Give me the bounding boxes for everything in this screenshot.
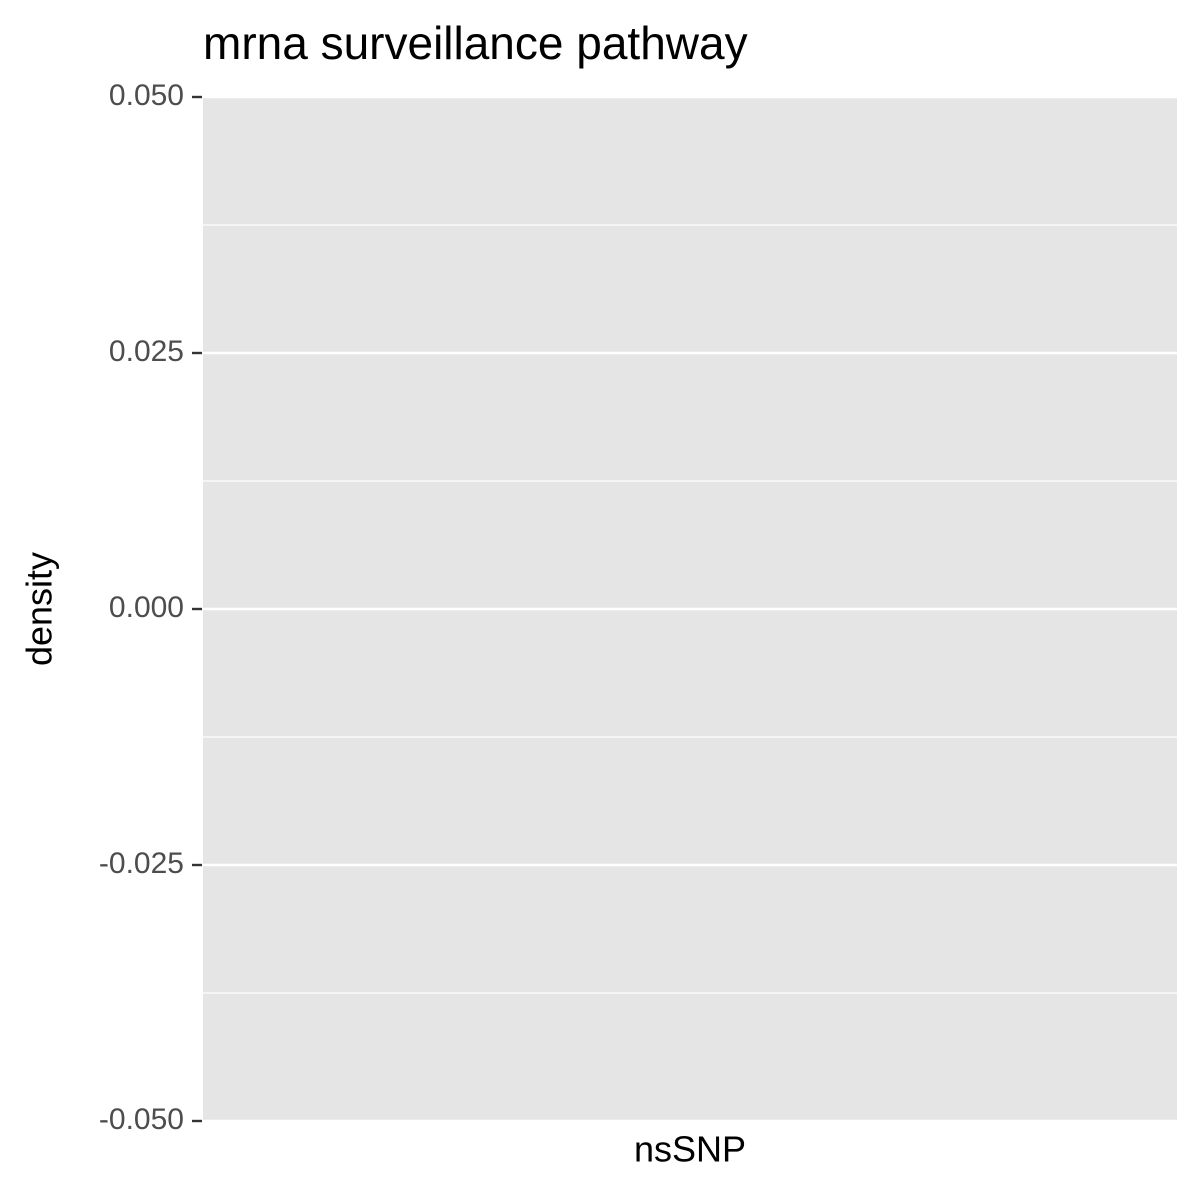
y-axis-label: density [19,552,60,666]
y-tick-label: 0.050 [109,79,184,112]
y-tick-label: 0.000 [109,591,184,624]
chart-title: mrna surveillance pathway [203,17,748,69]
y-tick-label: -0.050 [99,1103,184,1136]
y-tick-label: 0.025 [109,335,184,368]
y-tick-label: -0.025 [99,847,184,880]
x-axis-label: nsSNP [634,1129,746,1170]
